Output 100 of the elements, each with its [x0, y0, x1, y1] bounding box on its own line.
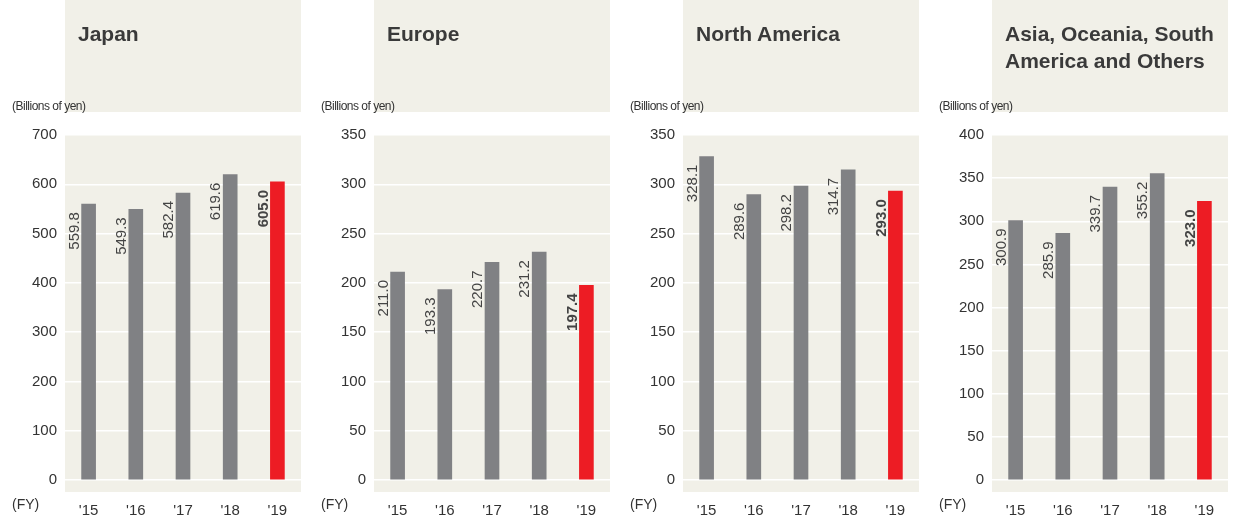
bar [1008, 220, 1023, 480]
x-tick-label: '18 [220, 501, 240, 515]
x-tick-label: '16 [744, 501, 764, 515]
bar [840, 169, 856, 480]
x-tick-label: '15 [696, 501, 717, 515]
y-axis-title: (Billions of yen) [939, 99, 1013, 113]
bar [1197, 201, 1212, 480]
y-tick-label: 350 [340, 125, 366, 143]
data-label: 605.0 [253, 189, 271, 228]
x-axis-title: (FY) [630, 496, 658, 512]
data-label: 355.2 [1133, 181, 1151, 220]
y-axis-title: (Billions of yen) [321, 99, 395, 113]
x-tick-label: '16 [126, 501, 146, 515]
x-tick-label: '16 [435, 501, 455, 515]
y-tick-label: 100 [340, 371, 366, 389]
chart-title: Europe [387, 21, 461, 47]
bar [175, 192, 191, 480]
x-tick-label: '18 [838, 501, 858, 515]
x-tick-label: '19 [576, 501, 597, 515]
bar [793, 185, 809, 480]
y-tick-label: 300 [958, 211, 984, 229]
y-tick-label: 100 [958, 383, 984, 401]
x-tick-label: '18 [1147, 501, 1167, 515]
data-label: 293.0 [871, 199, 889, 237]
y-tick-label: 100 [31, 420, 57, 438]
y-tick-label: 300 [340, 174, 366, 192]
data-label: 289.6 [729, 202, 747, 241]
y-tick-label: 400 [958, 125, 984, 143]
data-label: 559.8 [64, 212, 82, 250]
y-axis-title: (Billions of yen) [630, 99, 704, 113]
data-label: 300.9 [991, 228, 1009, 267]
y-tick-label: 0 [666, 470, 675, 488]
bar [1055, 233, 1071, 480]
y-tick-label: 400 [31, 273, 57, 290]
bar [888, 190, 903, 480]
x-axis-title: (FY) [939, 496, 967, 512]
chart-title: North America [696, 21, 841, 47]
y-tick-label: 350 [958, 168, 984, 186]
data-label: 220.7 [468, 270, 486, 308]
x-tick-label: '17 [791, 501, 811, 515]
bar [81, 203, 96, 480]
y-tick-label: 500 [31, 223, 57, 241]
y-tick-label: 50 [658, 420, 675, 438]
x-tick-label: '19 [885, 501, 906, 515]
bar [222, 174, 238, 480]
y-tick-label: 300 [649, 174, 675, 192]
bar [1149, 173, 1165, 480]
y-tick-label: 250 [340, 223, 366, 241]
data-label: 549.3 [111, 217, 129, 255]
y-tick-label: 200 [958, 297, 984, 315]
y-tick-label: 50 [349, 420, 366, 438]
y-tick-label: 0 [357, 470, 366, 488]
chart-title: Japan [78, 21, 140, 47]
x-tick-label: '17 [173, 501, 193, 515]
chart-title: Asia, Oceania, South America and Others [1005, 21, 1215, 74]
y-tick-label: 700 [31, 125, 57, 143]
y-tick-label: 150 [958, 340, 984, 358]
y-tick-label: 250 [649, 223, 675, 241]
data-label: 314.7 [824, 177, 842, 216]
y-axis-title: (Billions of yen) [12, 99, 86, 113]
bar [1102, 186, 1118, 480]
x-tick-label: '15 [1005, 501, 1026, 515]
data-label: 231.2 [515, 260, 533, 298]
x-tick-label: '16 [1053, 501, 1073, 515]
bar [746, 194, 762, 480]
x-tick-label: '15 [78, 501, 99, 515]
y-tick-label: 300 [31, 322, 57, 340]
x-tick-label: '18 [529, 501, 549, 515]
y-tick-label: 200 [340, 273, 366, 290]
y-tick-label: 200 [31, 371, 57, 389]
bar [128, 208, 144, 480]
x-tick-label: '17 [482, 501, 502, 515]
y-tick-label: 200 [649, 273, 675, 290]
y-tick-label: 0 [975, 470, 984, 488]
data-label: 328.1 [682, 164, 700, 203]
data-label: 211.0 [373, 280, 391, 317]
data-label: 197.4 [562, 292, 580, 331]
data-label: 619.6 [206, 182, 224, 221]
x-tick-label: '15 [387, 501, 408, 515]
data-label: 339.7 [1086, 195, 1104, 233]
x-tick-label: '17 [1100, 501, 1120, 515]
data-label: 193.3 [420, 297, 438, 336]
bar [270, 181, 285, 480]
x-axis-title: (FY) [12, 496, 40, 512]
y-tick-label: 150 [340, 322, 366, 340]
data-label: 582.4 [159, 200, 177, 239]
y-tick-label: 250 [958, 254, 984, 272]
x-axis-title: (FY) [321, 496, 349, 512]
y-tick-label: 600 [31, 174, 57, 192]
data-label: 298.2 [777, 194, 795, 232]
data-label: 323.0 [1180, 209, 1198, 247]
data-label: 285.9 [1038, 241, 1056, 279]
y-tick-label: 350 [649, 125, 675, 143]
y-tick-label: 150 [649, 322, 675, 340]
y-tick-label: 100 [649, 371, 675, 389]
x-tick-label: '19 [267, 501, 288, 515]
x-tick-label: '19 [1194, 501, 1215, 515]
y-tick-label: 0 [48, 470, 57, 488]
y-tick-label: 50 [967, 427, 984, 445]
bar [699, 156, 714, 480]
